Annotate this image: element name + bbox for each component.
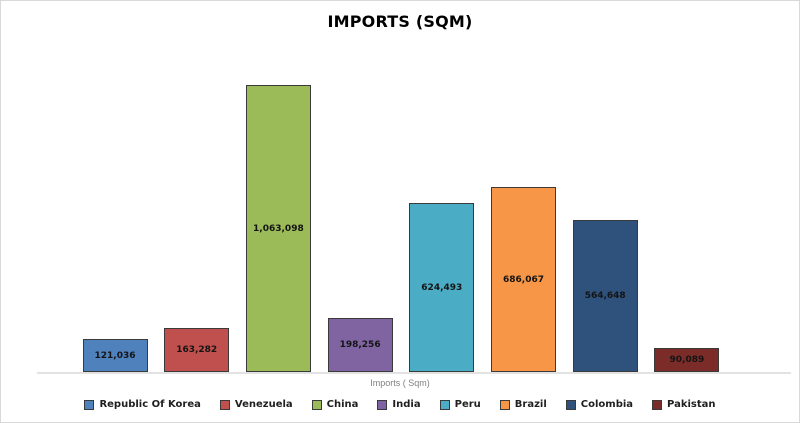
bar-value-label: 198,256 (339, 340, 381, 350)
bar-peru: 624,493 (409, 203, 475, 372)
legend-swatch-icon (652, 399, 663, 410)
bar-value-label: 1,063,098 (253, 223, 304, 234)
bar-china: 1,063,098 (245, 85, 311, 372)
legend-item-colombia: Colombia (565, 399, 634, 410)
legend-item-venezuela: Venezuela (219, 399, 293, 410)
legend-label: Colombia (580, 399, 634, 410)
x-axis-line (37, 372, 791, 374)
legend-label: Peru (454, 399, 481, 410)
bar-republic-of-korea: 121,036 (82, 339, 148, 372)
legend-swatch-icon (84, 399, 95, 410)
bar-colombia: 564,648 (572, 220, 638, 372)
bar-brazil: 686,067 (491, 187, 556, 372)
legend-swatch-icon (565, 399, 576, 410)
legend-item-china: China (311, 399, 359, 410)
legend-label: India (392, 399, 421, 410)
legend-label: Venezuela (234, 399, 293, 410)
bar-value-label: 686,067 (503, 274, 544, 285)
bar-value-label: 121,036 (94, 350, 136, 361)
legend-item-india: India (377, 399, 421, 410)
x-axis-title: Imports ( Sqm) (370, 378, 430, 388)
legend-swatch-icon (377, 399, 388, 410)
legend-swatch-icon (499, 399, 510, 410)
bar-pakistan: 90,089 (654, 348, 720, 372)
legend-item-pakistan: Pakistan (652, 399, 716, 410)
legend-item-peru: Peru (439, 399, 481, 410)
bar-india: 198,256 (327, 318, 393, 372)
legend-swatch-icon (439, 399, 450, 410)
bar-value-label: 624,493 (421, 282, 463, 293)
legend-label: Republic Of Korea (99, 399, 201, 410)
legend: Republic Of Korea Venezuela China India Peru… (1, 399, 799, 410)
bar-venezuela: 163,282 (164, 328, 230, 372)
legend-item-republic-of-korea: Republic Of Korea (84, 399, 201, 410)
legend-swatch-icon (311, 399, 322, 410)
bar-value-label: 163,282 (176, 345, 218, 355)
legend-label: Brazil (514, 399, 547, 410)
chart-title: IMPORTS (SQM) (327, 12, 473, 31)
plot-area: 121,036 163,282 1,063,098 198,256 624,493 686… (1, 85, 799, 374)
legend-label: China (326, 399, 359, 410)
legend-label: Pakistan (667, 399, 716, 410)
legend-item-brazil: Brazil (499, 399, 547, 410)
bar-value-label: 564,648 (584, 291, 626, 301)
legend-swatch-icon (219, 399, 230, 410)
bar-value-label: 90,089 (669, 355, 705, 365)
